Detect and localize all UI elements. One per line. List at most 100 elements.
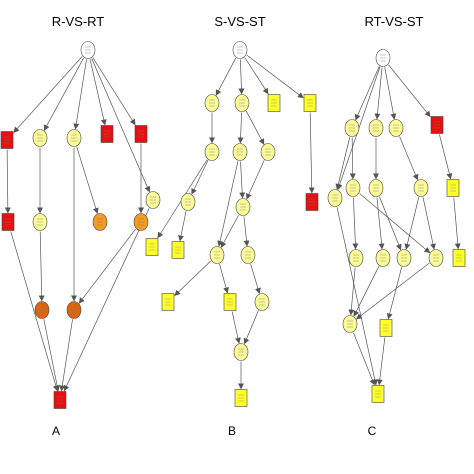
edge-c0-c4	[388, 64, 431, 118]
edge-b13-b17	[250, 263, 261, 295]
edge-a10-a13	[63, 208, 150, 392]
node-b9	[235, 198, 251, 216]
edge-b9-b12	[220, 214, 239, 248]
node-a2	[32, 129, 48, 147]
node-b4	[303, 94, 317, 112]
edge-b9-b13	[243, 216, 250, 247]
edge-b0-b4	[246, 54, 304, 99]
edge-c8-c13	[422, 197, 436, 250]
node-c14	[452, 249, 466, 267]
edge-b4-b10	[308, 112, 315, 194]
edge-b6-b9	[239, 161, 246, 199]
edge-a0-a10	[91, 58, 151, 193]
node-c16	[379, 319, 393, 337]
edge-b12-b16	[219, 263, 229, 294]
node-c1	[344, 119, 360, 137]
node-c13	[428, 249, 444, 267]
node-c12	[396, 249, 412, 267]
node-b5	[204, 143, 220, 161]
edge-b2-b6	[237, 112, 244, 144]
node-a13	[53, 391, 67, 409]
node-b13	[240, 246, 256, 264]
edge-b2-b7	[245, 110, 265, 145]
edge-c0-c1	[355, 66, 380, 121]
node-a10	[145, 191, 161, 209]
node-c10	[348, 249, 364, 267]
node-c9	[446, 179, 460, 197]
panel-b-title: S-VS-ST	[214, 14, 266, 29]
edge-b6-b12	[217, 161, 239, 247]
edge-a0-a1	[13, 56, 83, 133]
node-c17	[371, 385, 385, 403]
panel-b-label: B	[227, 424, 237, 438]
edge-a0-a4	[89, 59, 107, 126]
node-b7	[260, 143, 276, 161]
node-c2	[368, 119, 384, 137]
node-b14	[171, 241, 185, 259]
node-c11	[375, 249, 391, 267]
node-b6	[232, 143, 248, 161]
edge-a0-a3	[73, 59, 87, 130]
edge-c8-c12	[404, 197, 420, 250]
edge-c0-c2	[374, 67, 383, 120]
edge-b5-b8	[191, 160, 209, 195]
edge-a0-a5	[92, 57, 136, 126]
node-c4	[430, 116, 444, 134]
edge-a3-a8	[76, 146, 99, 215]
node-a11	[34, 301, 50, 319]
edge-b7-b9	[246, 160, 265, 200]
node-a12	[66, 301, 82, 319]
panel-a-label: A	[51, 424, 61, 438]
edge-c7-c11	[376, 197, 385, 250]
node-a1	[0, 131, 14, 149]
edge-c16-c17	[376, 337, 386, 386]
node-b15	[161, 293, 175, 311]
node-a5	[134, 125, 148, 143]
node-b12	[209, 246, 225, 264]
node-a0	[80, 41, 96, 59]
node-b16	[223, 293, 237, 311]
edge-c3-c8	[399, 136, 419, 181]
edge-a7-a11	[38, 231, 45, 302]
edge-a12-a13	[59, 319, 73, 392]
node-b19	[234, 389, 248, 407]
node-b3	[267, 94, 281, 112]
node-c3	[388, 119, 404, 137]
node-c6	[345, 179, 361, 197]
node-a6	[1, 213, 15, 231]
edge-c1-c6	[349, 137, 356, 180]
edge-a9-a12	[78, 228, 136, 304]
edge-c0-c3	[384, 67, 397, 120]
node-a9	[133, 213, 149, 231]
node-a3	[66, 129, 82, 147]
node-a4	[100, 125, 114, 143]
edge-b8-b14	[178, 211, 187, 242]
panel-c-label: C	[367, 424, 377, 438]
node-b18	[233, 343, 249, 361]
edge-c6-c10	[352, 197, 359, 250]
node-c0	[375, 49, 391, 67]
edge-c4-c9	[439, 134, 453, 180]
node-b0	[232, 41, 248, 59]
edge-c10-c15	[348, 267, 356, 316]
edge-c5-c17	[336, 207, 378, 386]
edge-a1-a6	[4, 149, 11, 214]
node-a7	[32, 213, 48, 231]
edge-c15-c17	[353, 332, 376, 386]
node-c5	[327, 189, 343, 207]
node-c8	[413, 179, 429, 197]
edge-c7-c12	[379, 196, 402, 251]
node-a8	[92, 213, 108, 231]
node-b11	[145, 238, 159, 256]
edge-b12-b15	[174, 260, 212, 296]
edge-c9-c14	[453, 197, 461, 250]
edge-a6-a13	[10, 231, 59, 392]
panel-c-title: RT-VS-ST	[364, 14, 424, 29]
panel-a-title: R-VS-RT	[51, 14, 105, 29]
edge-a0-a2	[43, 57, 84, 131]
node-b1	[204, 94, 220, 112]
edge-c13-c15	[355, 262, 430, 320]
edge-b17-b18	[243, 310, 259, 345]
edge-c1-c5	[335, 137, 351, 190]
edge-c6-c13	[359, 193, 431, 254]
